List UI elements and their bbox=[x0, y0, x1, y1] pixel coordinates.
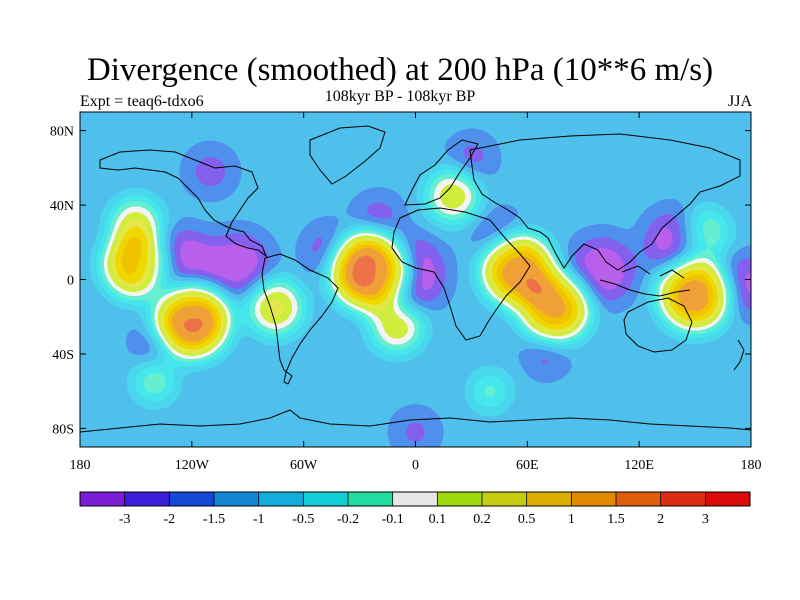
experiment-label: Expt = teaq6-tdxo6 bbox=[80, 93, 204, 110]
divergence-anomaly bbox=[103, 232, 169, 297]
coastline-new-zealand bbox=[733, 339, 745, 371]
colorbar-swatch bbox=[124, 492, 170, 506]
colorbar-label: -3 bbox=[119, 512, 131, 527]
divergence-anomaly bbox=[111, 199, 161, 249]
coastline-africa-europe bbox=[391, 139, 531, 341]
divergence-anomaly bbox=[398, 414, 433, 447]
divergence-anomaly bbox=[331, 232, 407, 308]
colorbar-swatch bbox=[214, 492, 259, 506]
colorbar-swatch bbox=[437, 492, 483, 506]
colorbar-label: -0.2 bbox=[337, 512, 359, 527]
lon-tick-label: 180 bbox=[70, 458, 91, 473]
colorbar-label: -0.1 bbox=[382, 512, 404, 527]
lat-tick-label: 80S bbox=[52, 422, 74, 437]
colorbar-label: 1 bbox=[568, 512, 575, 527]
divergence-anomaly bbox=[134, 362, 175, 402]
colorbar-label: 2 bbox=[657, 512, 664, 527]
colorbar-label: -1.5 bbox=[203, 512, 225, 527]
coastline-eurasia bbox=[469, 133, 741, 271]
coastline-antarctica bbox=[80, 409, 751, 433]
divergence-anomaly bbox=[569, 237, 635, 303]
colorbar-swatch bbox=[526, 492, 572, 506]
colorbar-label: 3 bbox=[702, 512, 709, 527]
lon-tick-label: 120E bbox=[624, 458, 654, 473]
colorbar-swatch bbox=[705, 492, 751, 506]
colorbar-swatch bbox=[660, 492, 706, 506]
colorbar-frame bbox=[79, 491, 751, 507]
colorbar-label: -0.5 bbox=[292, 512, 314, 527]
colorbar-label: 0.2 bbox=[473, 512, 491, 527]
lon-tick-label: 180 bbox=[741, 458, 762, 473]
colorbar-swatch bbox=[482, 492, 527, 506]
colorbar-swatch bbox=[616, 492, 661, 506]
map-axes: 80N 40N 0 40S 80S 180 120W 60W 0 60E 120E 180 bbox=[50, 112, 762, 473]
plot-subtitle: 108kyr BP - 108kyr BP bbox=[324, 88, 476, 105]
coastline-north-america bbox=[99, 149, 268, 258]
coastlines bbox=[80, 125, 751, 433]
divergence-anomaly bbox=[371, 300, 423, 352]
lon-tick-label: 60W bbox=[290, 458, 318, 473]
colorbar-swatch bbox=[571, 492, 617, 506]
plot-title: Divergence (smoothed) at 200 hPa (10**6 … bbox=[86, 52, 714, 88]
colorbar-swatch bbox=[80, 492, 125, 506]
colorbar-label: 1.5 bbox=[607, 512, 625, 527]
divergence-anomaly bbox=[682, 210, 727, 256]
colorbar-swatch bbox=[258, 492, 304, 506]
lat-tick-label: 40N bbox=[50, 199, 74, 214]
lon-tick-label: 120W bbox=[175, 458, 210, 473]
lon-tick-label: 60E bbox=[516, 458, 539, 473]
colorbar-label: -1 bbox=[253, 512, 265, 527]
divergence-anomaly bbox=[190, 151, 231, 192]
divergence-anomaly bbox=[527, 335, 565, 373]
coastline-australia bbox=[623, 297, 693, 353]
lat-tick-label: 0 bbox=[67, 274, 74, 289]
colorbar-label: 0.5 bbox=[518, 512, 536, 527]
colorbar-swatch bbox=[303, 492, 349, 506]
colorbar-label: 0.1 bbox=[429, 512, 447, 527]
divergence-anomaly bbox=[660, 259, 731, 330]
divergence-anomaly bbox=[521, 273, 589, 342]
coastline-greenland bbox=[309, 125, 386, 185]
colorbar-label: -2 bbox=[163, 512, 175, 527]
coastline-indonesia bbox=[599, 265, 691, 297]
colorbar-swatch bbox=[348, 492, 393, 506]
colorbar-swatch bbox=[169, 492, 215, 506]
lat-tick-label: 80N bbox=[50, 125, 74, 140]
divergence-anomaly bbox=[471, 372, 509, 410]
divergence-field bbox=[80, 112, 751, 447]
divergence-anomaly bbox=[357, 198, 400, 241]
lon-tick-label: 0 bbox=[412, 458, 419, 473]
divergence-anomaly bbox=[155, 284, 229, 357]
colorbar: -3 -2 -1.5 -1 -0.5 -0.2 -0.1 0.1 0.2 0.5 1 1.5 2 3 bbox=[79, 491, 751, 527]
divergence-anomaly bbox=[249, 280, 303, 335]
colorbar-swatch bbox=[392, 492, 438, 506]
coastline-south-america bbox=[261, 253, 339, 385]
lat-tick-label: 40S bbox=[52, 348, 74, 363]
season-label: JJA bbox=[727, 93, 752, 110]
